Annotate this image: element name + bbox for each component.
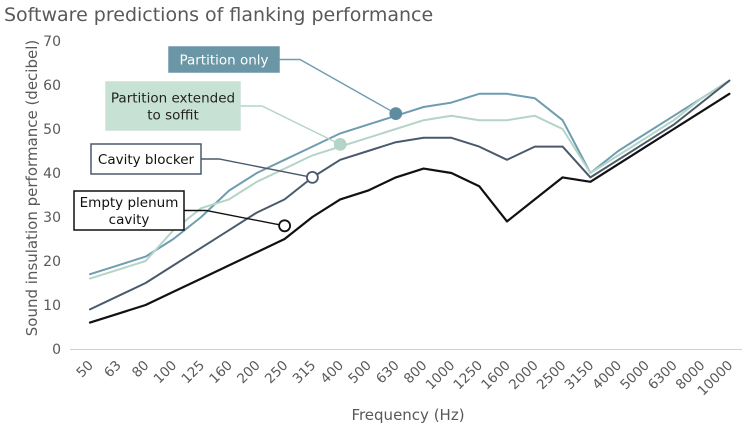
callout-box — [168, 46, 280, 73]
x-tick-label: 4000 — [589, 358, 625, 394]
callout-box — [105, 81, 241, 131]
callout-label: Empty plenum — [80, 195, 179, 211]
x-tick-label: 2000 — [506, 358, 542, 394]
x-tick-label: 5000 — [617, 358, 653, 394]
x-tick-label: 500 — [345, 358, 375, 388]
callout-box — [90, 143, 202, 175]
callout-marker — [305, 170, 319, 184]
series-line-empty-plenum-cavity — [88, 92, 731, 324]
callout-partition-only: Partition only — [168, 46, 403, 120]
x-tick-label: 2500 — [534, 358, 570, 394]
x-tick-label: 315 — [290, 358, 320, 388]
series-line-partition-only — [89, 79, 731, 276]
x-tick-label: 250 — [262, 358, 292, 388]
series-lines — [88, 79, 731, 324]
x-tick-label: 1250 — [450, 358, 486, 394]
callout-label: to soffit — [147, 108, 198, 124]
x-tick-label: 1000 — [423, 358, 459, 394]
callout-leader-line — [201, 158, 313, 179]
callout-leader-line — [279, 58, 397, 115]
x-tick-label: 1600 — [478, 358, 514, 394]
callout-marker — [333, 137, 347, 151]
y-axis-ticks: 0 10 20 30 40 50 60 70 — [43, 34, 61, 358]
callout-marker — [278, 219, 292, 233]
callout-label: Partition only — [179, 53, 268, 69]
callout-label: Partition extended — [111, 91, 235, 107]
series-line-cavity-blocker — [89, 79, 731, 311]
y-tick-label: 50 — [43, 122, 61, 138]
x-tick-label: 100 — [151, 358, 181, 388]
x-tick-label: 50 — [73, 358, 96, 381]
chart-title: Software predictions of flanking perform… — [4, 4, 433, 26]
series-line-partition-extended-to-soffit — [89, 79, 731, 280]
callout-leader-line — [184, 209, 285, 227]
y-tick-label: 0 — [52, 342, 61, 358]
x-axis-ticks: 50 63 801001251602002503154005006308001000… — [73, 358, 736, 400]
y-tick-label: 30 — [43, 210, 61, 226]
callout-label: Cavity blocker — [98, 152, 195, 168]
x-tick-label: 160 — [206, 358, 236, 388]
y-tick-label: 60 — [43, 78, 61, 94]
y-axis-label: Sound insulation performance (decibel) — [23, 40, 41, 336]
x-tick-label: 400 — [317, 358, 347, 388]
x-tick-label: 80 — [129, 358, 152, 381]
x-tick-label: 200 — [234, 358, 264, 388]
y-tick-label: 70 — [43, 34, 61, 50]
y-tick-label: 20 — [43, 254, 61, 270]
callout-leader-line — [240, 105, 341, 146]
x-tick-label: 3150 — [562, 358, 598, 394]
x-tick-label: 125 — [178, 358, 208, 388]
x-tick-label: 630 — [373, 358, 403, 388]
callout-label: cavity — [109, 212, 150, 228]
callout-cavity-blocker: Cavity blocker — [90, 143, 319, 184]
x-axis-label: Frequency (Hz) — [351, 406, 464, 424]
callout-marker — [389, 107, 403, 120]
y-tick-label: 10 — [43, 298, 61, 314]
x-tick-label: 63 — [101, 358, 124, 381]
callout-box — [73, 190, 185, 231]
y-tick-label: 40 — [43, 166, 61, 182]
x-tick-label: 6300 — [645, 358, 681, 394]
